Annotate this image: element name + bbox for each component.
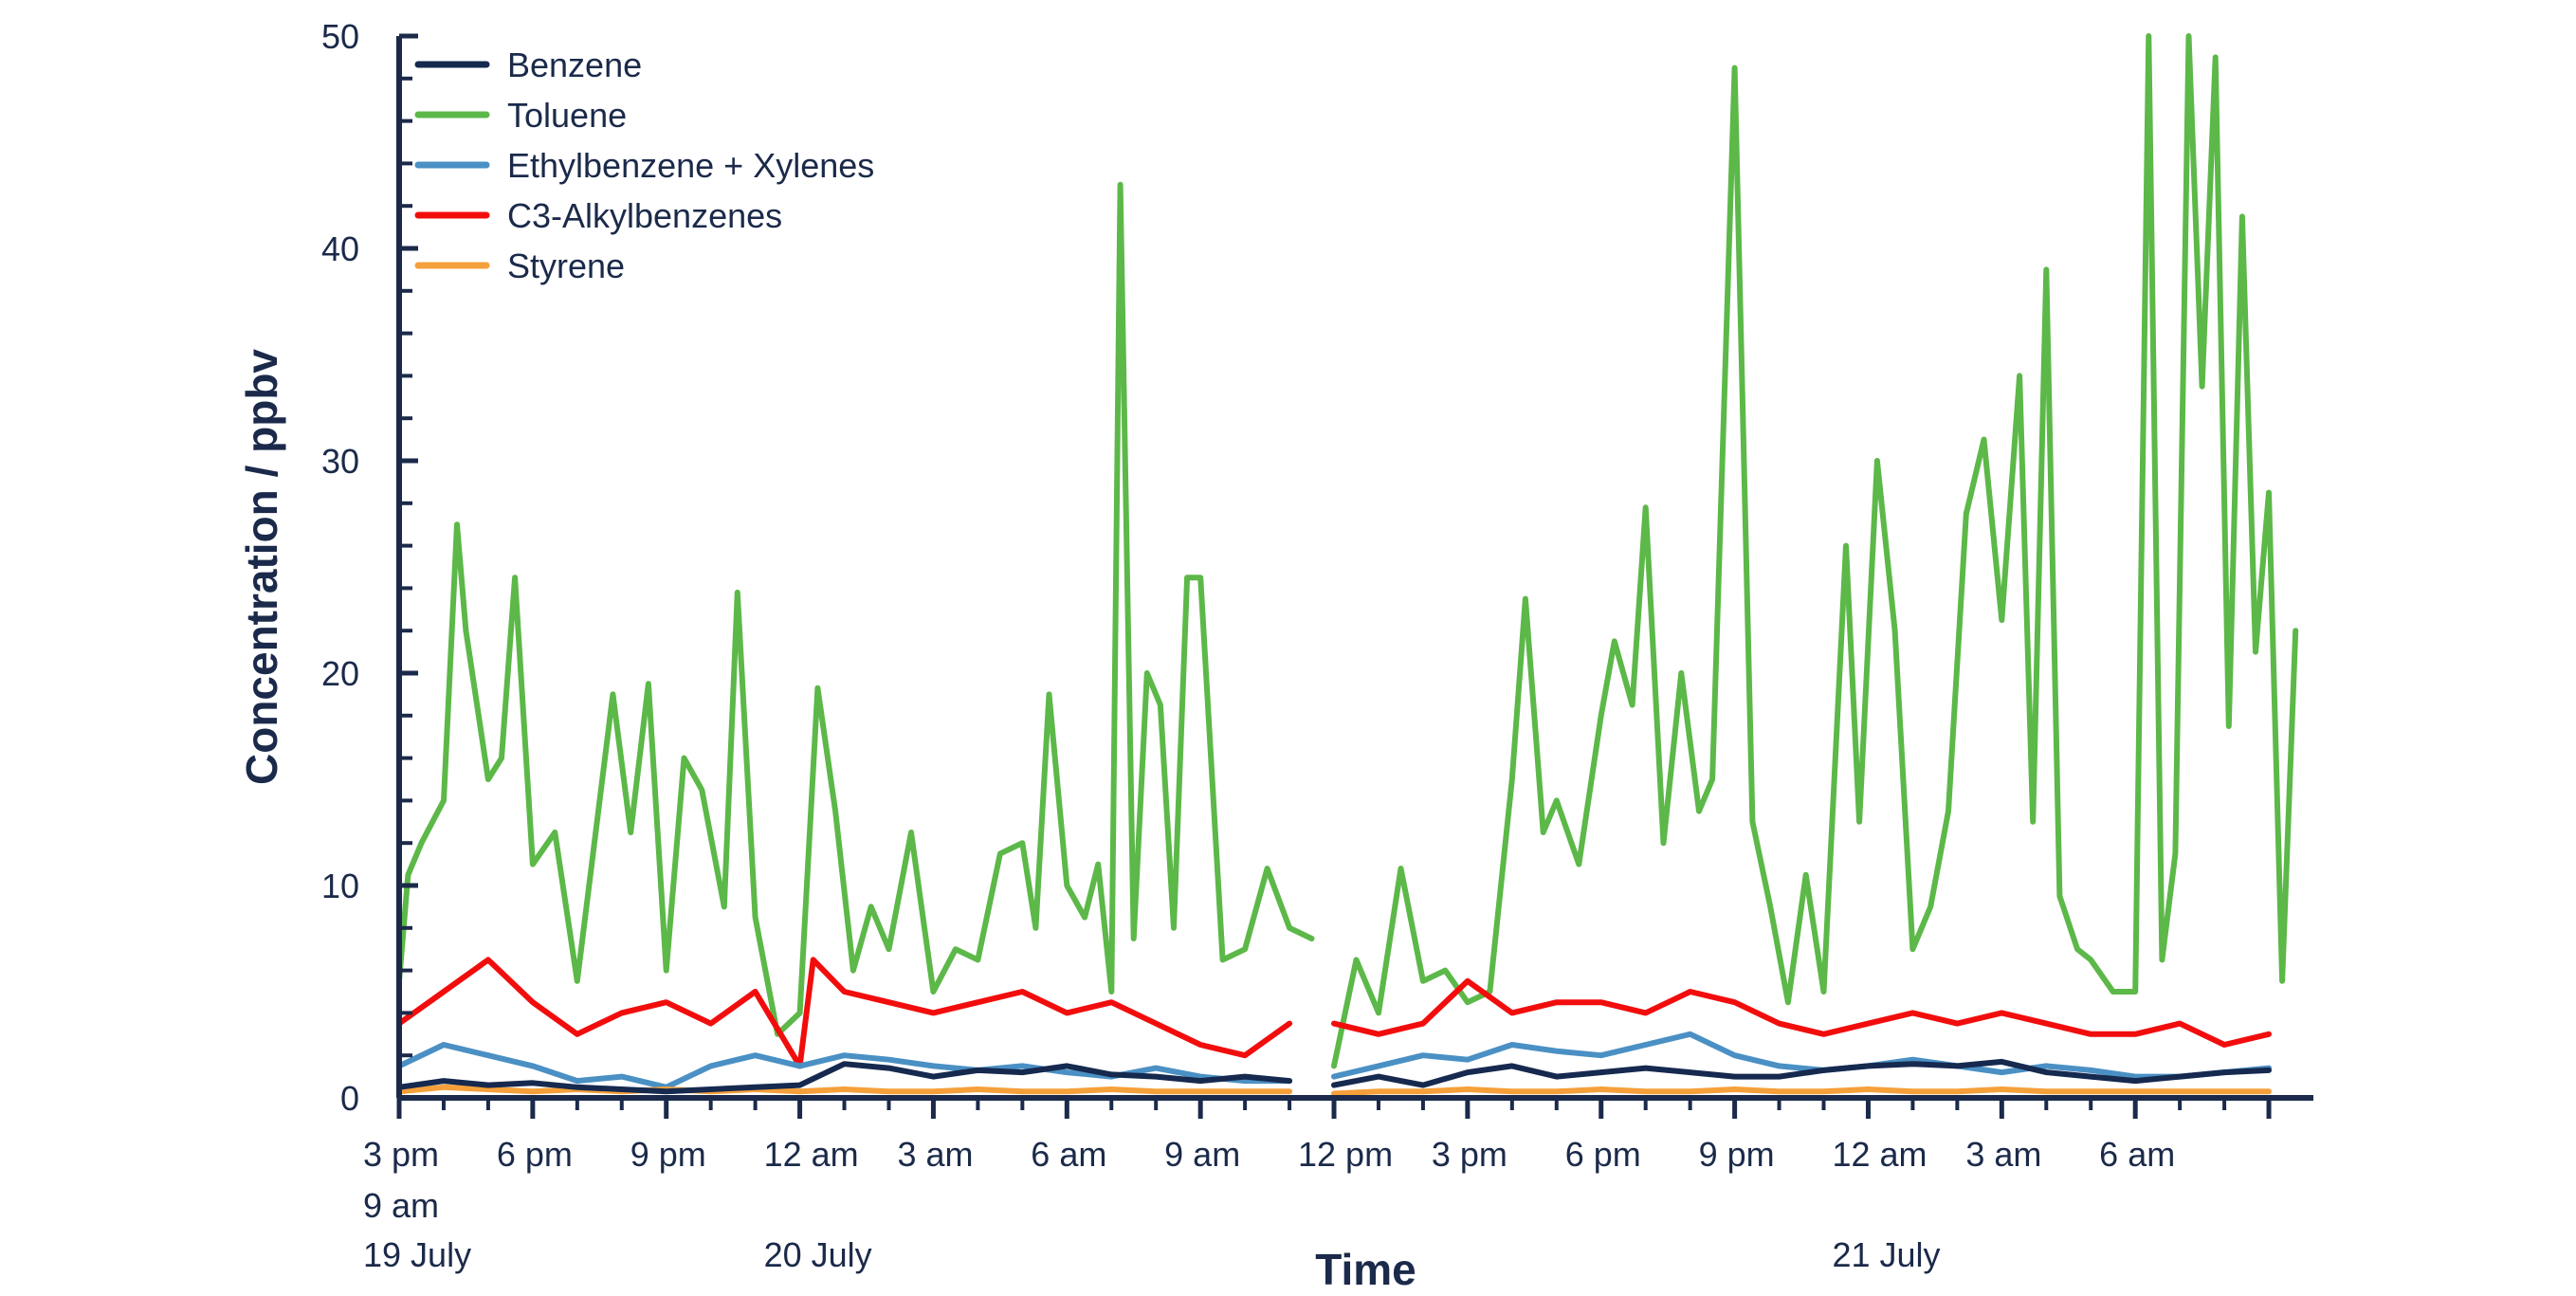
y-tick-label: 50	[321, 17, 359, 56]
series-line-c3-alkylbenzenes-segment1	[396, 957, 1293, 1069]
axes: 0 10 20 30 40 50 3 pm 6 pm 9 pm 12 am 3 am 6 am 9 a…	[321, 17, 2313, 1274]
x-time-label: 9 pm	[1699, 1135, 1775, 1174]
legend-label-toluene: Toluene	[507, 96, 627, 135]
x-time-label: 3 pm	[363, 1135, 439, 1174]
x-time-label: 12 am	[764, 1135, 859, 1174]
legend: Benzene Toluene Ethylbenzene + Xylenes C3-A…	[414, 46, 874, 285]
y-tick-label: 10	[321, 867, 359, 905]
y-axis-title: Concentration / ppbv	[237, 349, 286, 785]
x-time-label: 12 am	[1832, 1135, 1927, 1174]
series-line-styrene-segment2	[1331, 1086, 2272, 1097]
x-time-label: 6 pm	[1565, 1135, 1641, 1174]
x-time-label: 3 am	[897, 1135, 973, 1174]
plot-lines	[396, 33, 2299, 1097]
series-line-toluene-segment1	[396, 181, 1315, 1037]
y-tick-label: 40	[321, 229, 359, 268]
series-line-toluene-segment2	[1331, 33, 2299, 1069]
x-time-label: 12 pm	[1298, 1135, 1393, 1174]
legend-label-c3-alkylbenzenes: C3-Alkylbenzenes	[507, 196, 782, 235]
x-ticks: 3 pm 6 pm 9 pm 12 am 3 am 6 am 9 am 12 pm 3 pm 6 …	[363, 1098, 2272, 1274]
y-ticks: 0 10 20 30 40 50	[321, 17, 418, 1118]
x-time-label: 9 am	[1164, 1135, 1240, 1174]
series-line-benzene-segment2	[1331, 1058, 2272, 1088]
series-line-c3-alkylbenzenes-segment2	[1331, 977, 2272, 1048]
legend-label-benzene: Benzene	[507, 46, 642, 84]
legend-label-ethylbenzene-xylenes: Ethylbenzene + Xylenes	[507, 146, 874, 185]
y-tick-label: 20	[321, 654, 359, 693]
x-time-label: 6 pm	[497, 1135, 573, 1174]
y-tick-label: 0	[340, 1079, 359, 1118]
x-time-label: 6 am	[2099, 1135, 2175, 1174]
x-date-label: 21 July	[1832, 1235, 1940, 1274]
x-time-label: 9 pm	[630, 1135, 706, 1174]
x-extra-time-label: 9 am	[363, 1186, 439, 1225]
x-time-label: 3 am	[1965, 1135, 2041, 1174]
x-date-label: 20 July	[764, 1235, 872, 1274]
y-tick-label: 30	[321, 442, 359, 481]
x-time-label: 6 am	[1031, 1135, 1106, 1174]
series-line-ethylbenzene-xylenes-segment1	[396, 1042, 1293, 1090]
x-date-label: 19 July	[363, 1235, 471, 1274]
series-line-ethylbenzene-xylenes-segment2	[1331, 1031, 2272, 1080]
x-time-label: 3 pm	[1432, 1135, 1507, 1174]
legend-label-styrene: Styrene	[507, 246, 625, 285]
series-line-benzene-segment1	[396, 1061, 1293, 1095]
series-line-styrene-segment1	[396, 1084, 1293, 1095]
x-axis-title: Time	[1315, 1245, 1416, 1294]
